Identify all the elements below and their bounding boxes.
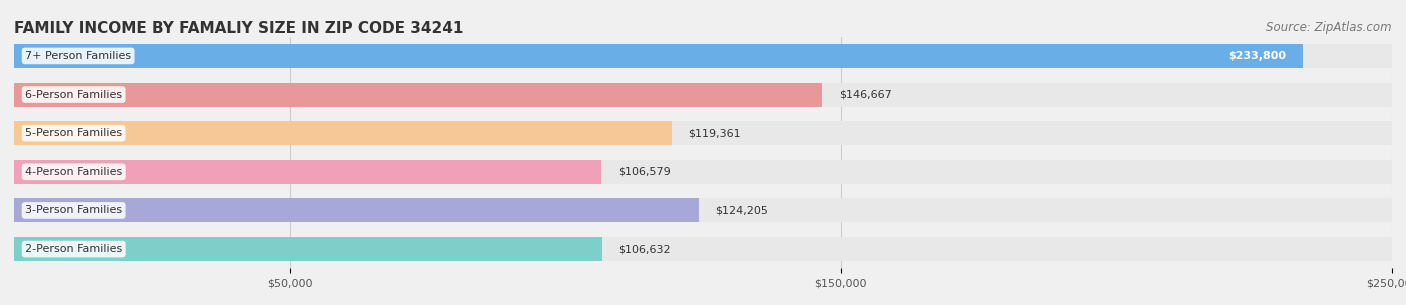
Text: $124,205: $124,205 xyxy=(716,206,768,215)
Bar xyxy=(14,199,1392,222)
Text: 7+ Person Families: 7+ Person Families xyxy=(25,51,131,61)
Text: $146,667: $146,667 xyxy=(839,90,891,99)
Bar xyxy=(14,237,1392,261)
Bar xyxy=(14,160,1392,184)
Text: 3-Person Families: 3-Person Families xyxy=(25,206,122,215)
Text: Source: ZipAtlas.com: Source: ZipAtlas.com xyxy=(1267,21,1392,34)
Text: $119,361: $119,361 xyxy=(689,128,741,138)
Text: FAMILY INCOME BY FAMALIY SIZE IN ZIP CODE 34241: FAMILY INCOME BY FAMALIY SIZE IN ZIP COD… xyxy=(14,21,464,36)
Text: 2-Person Families: 2-Person Families xyxy=(25,244,122,254)
Bar xyxy=(14,160,602,184)
Text: $106,579: $106,579 xyxy=(619,167,671,177)
Text: 6-Person Families: 6-Person Families xyxy=(25,90,122,99)
Bar xyxy=(14,199,699,222)
Bar xyxy=(14,237,602,261)
Bar xyxy=(14,83,1392,106)
Bar xyxy=(14,121,672,145)
Bar xyxy=(14,121,1392,145)
Text: $106,632: $106,632 xyxy=(619,244,671,254)
Bar xyxy=(14,44,1302,68)
Bar xyxy=(14,83,823,106)
Text: 4-Person Families: 4-Person Families xyxy=(25,167,122,177)
Bar xyxy=(14,44,1392,68)
Text: 5-Person Families: 5-Person Families xyxy=(25,128,122,138)
Text: $233,800: $233,800 xyxy=(1227,51,1286,61)
